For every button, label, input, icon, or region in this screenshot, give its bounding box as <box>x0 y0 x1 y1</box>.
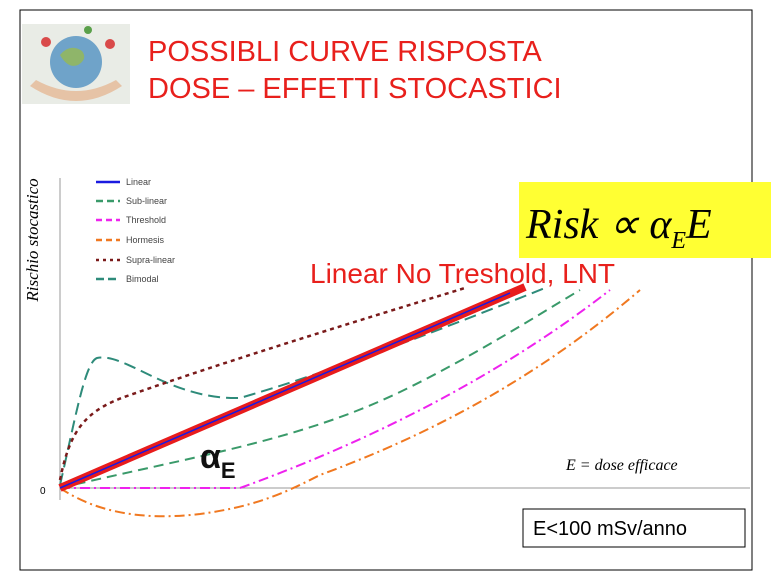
legend-label: Supra-linear <box>126 255 175 265</box>
lnt-label: Linear No Treshold, LNT <box>310 258 615 289</box>
slope-main: α <box>200 438 221 476</box>
title-line: DOSE – EFFETTI STOCASTICI <box>148 73 562 105</box>
legend-label: Linear <box>126 177 151 187</box>
formula-subscript: E <box>670 228 686 254</box>
title-line: POSSIBLI CURVE RISPOSTA <box>148 36 542 68</box>
limit-text: E<100 mSv/anno <box>533 518 687 540</box>
slide: POSSIBLI CURVE RISPOSTA DOSE – EFFETTI S… <box>0 0 771 581</box>
y-axis-label: Rischio stocastico <box>23 178 42 302</box>
legend-label: Bimodal <box>126 274 159 284</box>
logo <box>22 24 130 104</box>
x-axis-label: E = dose efficace <box>565 457 678 474</box>
legend-label: Threshold <box>126 215 166 225</box>
legend-label: Hormesis <box>126 235 165 245</box>
legend-label: Sub-linear <box>126 196 167 206</box>
origin-label: 0 <box>40 486 46 497</box>
formula-tail: E <box>685 202 712 248</box>
formula-main: Risk ∝ α <box>525 202 672 248</box>
slope-subscript: E <box>221 458 236 483</box>
